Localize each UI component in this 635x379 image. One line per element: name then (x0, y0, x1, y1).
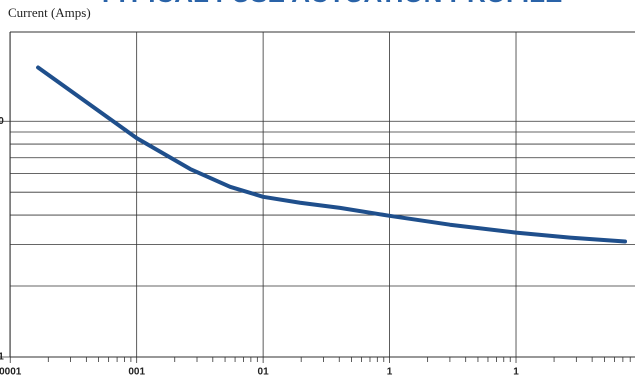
y-tick-label: 1 (0, 352, 4, 363)
chart-title: TYPICAL FUSE ACTUATION PROFILE (98, 0, 563, 8)
x-tick-label: 1 (387, 367, 393, 378)
x-tick-label: 1 (513, 367, 519, 378)
y-axis-label: Current (Amps) (8, 5, 91, 20)
data-line (36, 65, 628, 244)
x-tick-label: 01 (258, 367, 270, 378)
y-tick-label: 0 (0, 116, 4, 127)
x-tick-label: 001 (128, 367, 145, 378)
x-tick-label: 0001 (0, 367, 22, 378)
